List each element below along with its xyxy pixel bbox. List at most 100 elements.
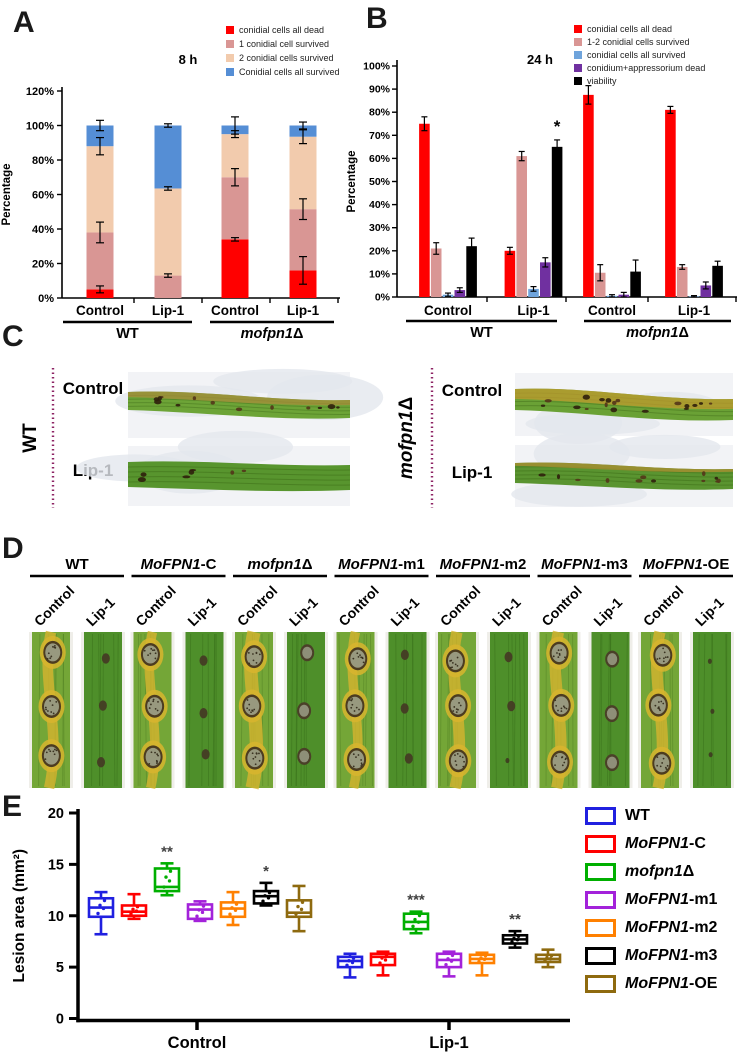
category-label: Control	[168, 1034, 227, 1052]
chart-a-stacked-bars: 0% 20% 40% 60% 80% 100% 120% Percentage Control L…	[1, 86, 340, 342]
leaf-photo-mofpn1-lip1	[511, 432, 734, 507]
strain-label: WT	[20, 423, 41, 453]
panel-a-label: A	[13, 6, 35, 39]
legend-label: Conidial cells all survived	[239, 67, 340, 77]
bar	[676, 266, 688, 297]
chart-a-title: 8 h	[178, 52, 198, 67]
bar	[665, 109, 676, 297]
legend-swatch-icon	[574, 37, 582, 46]
bar	[466, 246, 477, 297]
legend-box-swatch-icon	[585, 947, 616, 965]
legend-swatch-icon	[574, 50, 582, 59]
legend-item: 1 conidial cell survived	[226, 37, 340, 51]
y-tick-label: 30%	[369, 222, 391, 234]
leaf-photo-mofpn1-control	[514, 373, 734, 444]
bar	[630, 271, 641, 297]
treatment-label: Control	[335, 583, 382, 630]
bar	[594, 272, 606, 297]
group-label: MoFPN1-m1	[338, 556, 425, 573]
leaf-photo-mofpn1m3-control	[536, 630, 581, 790]
legend-label: conidial cells all dead	[239, 25, 325, 35]
box-whisker-mofpn1m2-lip1	[468, 951, 496, 977]
treatment-label: Lip-1	[452, 463, 493, 482]
stacked-bar-segment	[289, 136, 317, 210]
box-whisker-wt-lip1	[336, 952, 364, 979]
panel-e-label: E	[2, 790, 23, 823]
legend-item: MoFPN1-m3	[585, 942, 717, 970]
treatment-label: Control	[63, 379, 123, 398]
stacked-bar-segment	[86, 146, 114, 233]
box-whisker-mofpn1-control	[153, 862, 181, 897]
significance-star: *	[554, 117, 561, 136]
legend-swatch-icon	[226, 26, 234, 34]
leaf-photo-mofpn1m3-lip1	[588, 632, 633, 788]
treatment-label: Lip-1	[387, 594, 422, 629]
bar	[516, 156, 527, 297]
treatment-label: Control	[234, 583, 281, 630]
leaf-photo-mofpn1m2-lip1	[487, 632, 531, 788]
box-whisker-wt-control	[87, 890, 115, 936]
treatment-label: Lip-1	[184, 594, 219, 629]
treatment-label: Control	[31, 583, 78, 630]
legend-item: conidial cells all dead	[574, 22, 705, 35]
bar	[419, 123, 430, 297]
treatment-label: Lip-1	[286, 594, 321, 629]
y-tick-label: 90%	[369, 84, 391, 96]
stacked-bar-segment	[154, 275, 182, 298]
box-whisker-mofpn1c-control	[120, 892, 148, 921]
legend-label: WT	[625, 807, 650, 824]
leaf-photo-wt-lip1	[81, 632, 125, 788]
legend-label: MoFPN1-m1	[625, 891, 718, 908]
group-label: MoFPN1-OE	[643, 556, 730, 573]
y-tick-label: 80%	[369, 107, 391, 119]
legend-label: MoFPN1-OE	[625, 975, 718, 992]
category-label: Lip-1	[429, 1034, 468, 1052]
stacked-bar-segment	[86, 125, 114, 147]
legend-box-swatch-icon	[585, 863, 616, 881]
y-tick-label: 60%	[369, 153, 391, 165]
leaf-photo-mofpn1-lip1	[284, 632, 328, 788]
leaf-photo-mofpn1c-control	[130, 630, 175, 790]
bar	[528, 288, 539, 297]
category-label: Lip-1	[517, 303, 550, 318]
legend-item: 2 conidial cells survived	[226, 51, 340, 65]
box-whisker-mofpn1m3-lip1	[501, 929, 529, 949]
legend-swatch-icon	[574, 24, 582, 33]
treatment-label: Lip-1	[692, 594, 727, 629]
legend-item: conidial cells all survived	[574, 48, 705, 61]
y-tick-label: 20	[48, 806, 64, 822]
legend-item: MoFPN1-OE	[585, 970, 717, 998]
legend-item: viability	[574, 74, 705, 87]
bar	[430, 248, 442, 297]
y-tick-label: 0%	[375, 292, 391, 304]
significance-star: *	[263, 863, 269, 880]
chart-b-legend: conidial cells all dead 1-2 conidial cell…	[574, 22, 705, 87]
significance-star: ***	[407, 892, 425, 909]
y-tick-label: 20%	[369, 245, 391, 257]
y-tick-label: 40%	[32, 224, 54, 236]
category-label: Control	[588, 303, 636, 318]
y-tick-label: 40%	[369, 199, 391, 211]
leaf-photo-mofpn1-control	[232, 630, 276, 790]
category-label: Control	[76, 303, 124, 318]
group-label: WT	[470, 325, 493, 341]
legend-box-swatch-icon	[585, 835, 616, 853]
legend-item: mofpn1Δ	[585, 858, 717, 886]
y-tick-label: 20%	[32, 259, 54, 271]
box-whisker-mofpn1oe-control	[285, 884, 313, 933]
category-label: Lip-1	[678, 303, 711, 318]
box-whisker-mofpn1m2-control	[219, 890, 247, 927]
significance-star: **	[509, 911, 521, 928]
stacked-bar-segment	[221, 177, 249, 240]
group-label: WT	[65, 556, 88, 573]
box-whisker-mofpn1m3-control	[252, 881, 280, 907]
bar	[454, 290, 466, 297]
treatment-label: Control	[437, 583, 484, 630]
y-tick-label: 10	[48, 909, 64, 925]
legend-item: 1-2 conidial cells survived	[574, 35, 705, 48]
legend-swatch-icon	[574, 76, 582, 85]
legend-box-swatch-icon	[585, 919, 616, 937]
legend-label: conidium+appressorium dead	[587, 62, 706, 73]
y-axis-title: Lesion area (mm²)	[11, 849, 28, 983]
